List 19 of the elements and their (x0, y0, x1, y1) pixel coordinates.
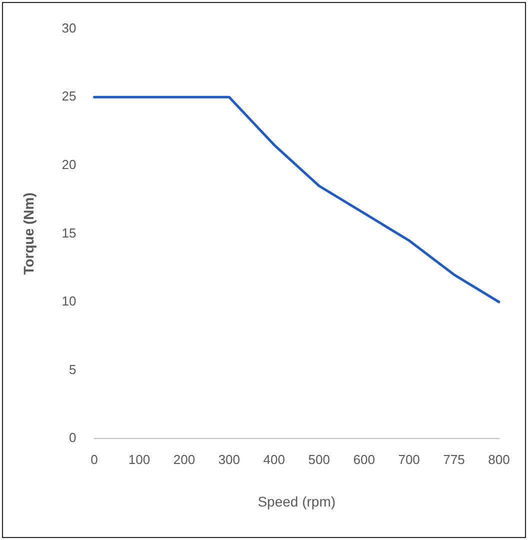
y-tick-label: 25 (62, 88, 76, 104)
x-tick-label: 775 (443, 452, 465, 467)
x-tick-label: 500 (308, 452, 330, 467)
x-tick-label: 0 (90, 452, 98, 467)
x-axis-title: Speed (rpm) (258, 493, 336, 510)
y-tick-label: 30 (62, 20, 76, 36)
x-tick-label: 300 (218, 452, 240, 467)
x-tick-label: 800 (488, 452, 510, 467)
x-tick-label: 100 (128, 452, 150, 467)
x-tick-label: 600 (353, 452, 375, 467)
x-tick-label: 200 (173, 452, 196, 467)
y-axis-title: Torque (Nm) (20, 192, 36, 275)
x-tick-label: 700 (398, 452, 420, 467)
y-tick-label: 15 (62, 225, 76, 240)
y-tick-label: 20 (62, 156, 76, 172)
x-tick-label: 400 (263, 452, 285, 467)
y-tick-label: 5 (69, 362, 76, 377)
y-tick-label: 10 (62, 294, 76, 309)
y-tick-label: 0 (69, 430, 76, 446)
